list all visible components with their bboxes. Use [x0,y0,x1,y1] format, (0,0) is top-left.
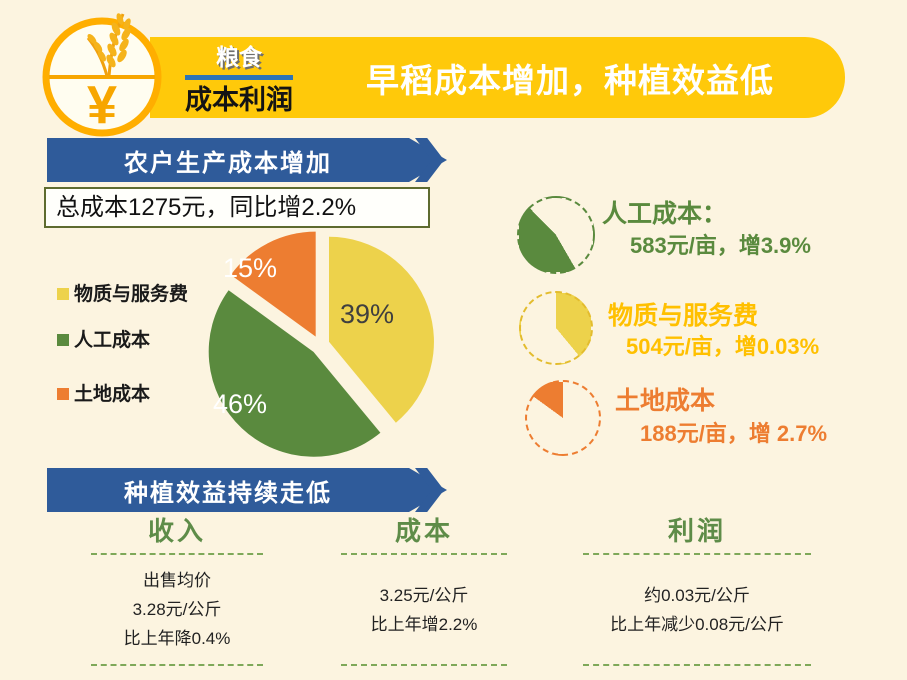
mini-pie-land-icon [525,380,601,456]
legend-item-land: 土地成本 [57,382,150,407]
pie-slice-materials [329,236,434,423]
dashed-divider [91,553,263,555]
legend-label-labor: 人工成本 [74,330,151,351]
pie-label-materials: 39% [340,299,394,329]
cost-banner-title: 农户生产成本增加 [124,149,332,177]
legend-swatch-materials [57,288,69,300]
header-band: 粮食 成本利润 早稻成本增加，种植效益低 [150,37,845,118]
page-title: 早稻成本增加，种植效益低 [366,61,774,99]
cost-section-banner: 农户生产成本增加 [47,138,445,182]
profit-column: 利润 约0.03元/公斤 比上年减少0.08元/公斤 [568,514,826,666]
cost-pie-chart: 39% 46% 15% [208,231,434,457]
rice-yuan-badge: ¥ [36,6,168,138]
rice-grains [87,13,131,68]
category-label: 粮食 [216,44,262,70]
mini-pie-labor-icon [517,196,595,274]
profit-body: 约0.03元/公斤 比上年减少0.08元/公斤 [568,555,826,664]
income-header: 收入 [147,516,206,546]
dashed-divider [583,664,811,666]
header-divider [185,75,293,80]
pie-slice-land [230,231,316,337]
legend-swatch-labor [57,334,69,346]
cost-line: 比上年增2.2% [370,614,478,634]
banner-arrow-shape: 农户生产成本增加 [47,138,447,182]
benefit-banner-title: 种植效益持续走低 [124,479,332,507]
income-line: 出售均价 [143,571,211,590]
dashed-divider [341,664,507,666]
cost-body: 3.25元/公斤 比上年增2.2% [300,555,548,664]
legend-swatch-land [57,388,69,400]
dashed-divider [91,664,263,666]
legend-label-materials: 物质与服务费 [74,284,189,305]
header-label-block: 粮食 成本利润 [168,42,310,116]
income-line: 3.28元/公斤 [132,600,222,619]
detail-title-land: 土地成本 [615,387,716,415]
detail-value-labor: 583元/亩，增3.9% [630,233,811,258]
detail-title-materials: 物质与服务费 [608,302,759,330]
income-body: 出售均价 3.28元/公斤 比上年降0.4% [52,555,302,664]
dashed-divider [341,553,507,555]
legend-item-labor: 人工成本 [57,328,150,353]
legend-label-land: 土地成本 [74,384,151,405]
income-line: 比上年降0.4% [123,629,231,648]
legend-item-materials: 物质与服务费 [57,282,188,307]
cost-column: 成本 3.25元/公斤 比上年增2.2% [300,514,548,666]
pie-label-labor: 46% [213,389,267,419]
benefit-section-banner: 种植效益持续走低 [47,468,445,512]
pie-slice-labor [208,290,381,457]
income-column: 收入 出售均价 3.28元/公斤 比上年降0.4% [52,514,302,666]
cost-line: 3.25元/公斤 [379,585,469,605]
profit-line: 约0.03元/公斤 [644,585,750,605]
total-cost-box: 总成本1275元，同比增2.2% [44,187,430,228]
banner-arrow-shape: 种植效益持续走低 [47,468,447,512]
profit-header: 利润 [667,516,726,546]
pie-label-land: 15% [223,253,277,283]
mini-pie-materials-icon [519,291,593,365]
dashed-divider [583,553,811,555]
subcategory-label: 成本利润 [185,85,293,115]
cost-header: 成本 [394,516,453,546]
detail-value-land: 188元/亩，增 2.7% [640,421,828,446]
detail-title-labor: 人工成本： [602,200,728,228]
detail-value-materials: 504元/亩，增0.03% [626,334,820,359]
rice-yuan-icon: ¥ [42,13,162,137]
yuan-symbol: ¥ [87,75,117,135]
profit-line: 比上年减少0.08元/公斤 [610,614,784,634]
